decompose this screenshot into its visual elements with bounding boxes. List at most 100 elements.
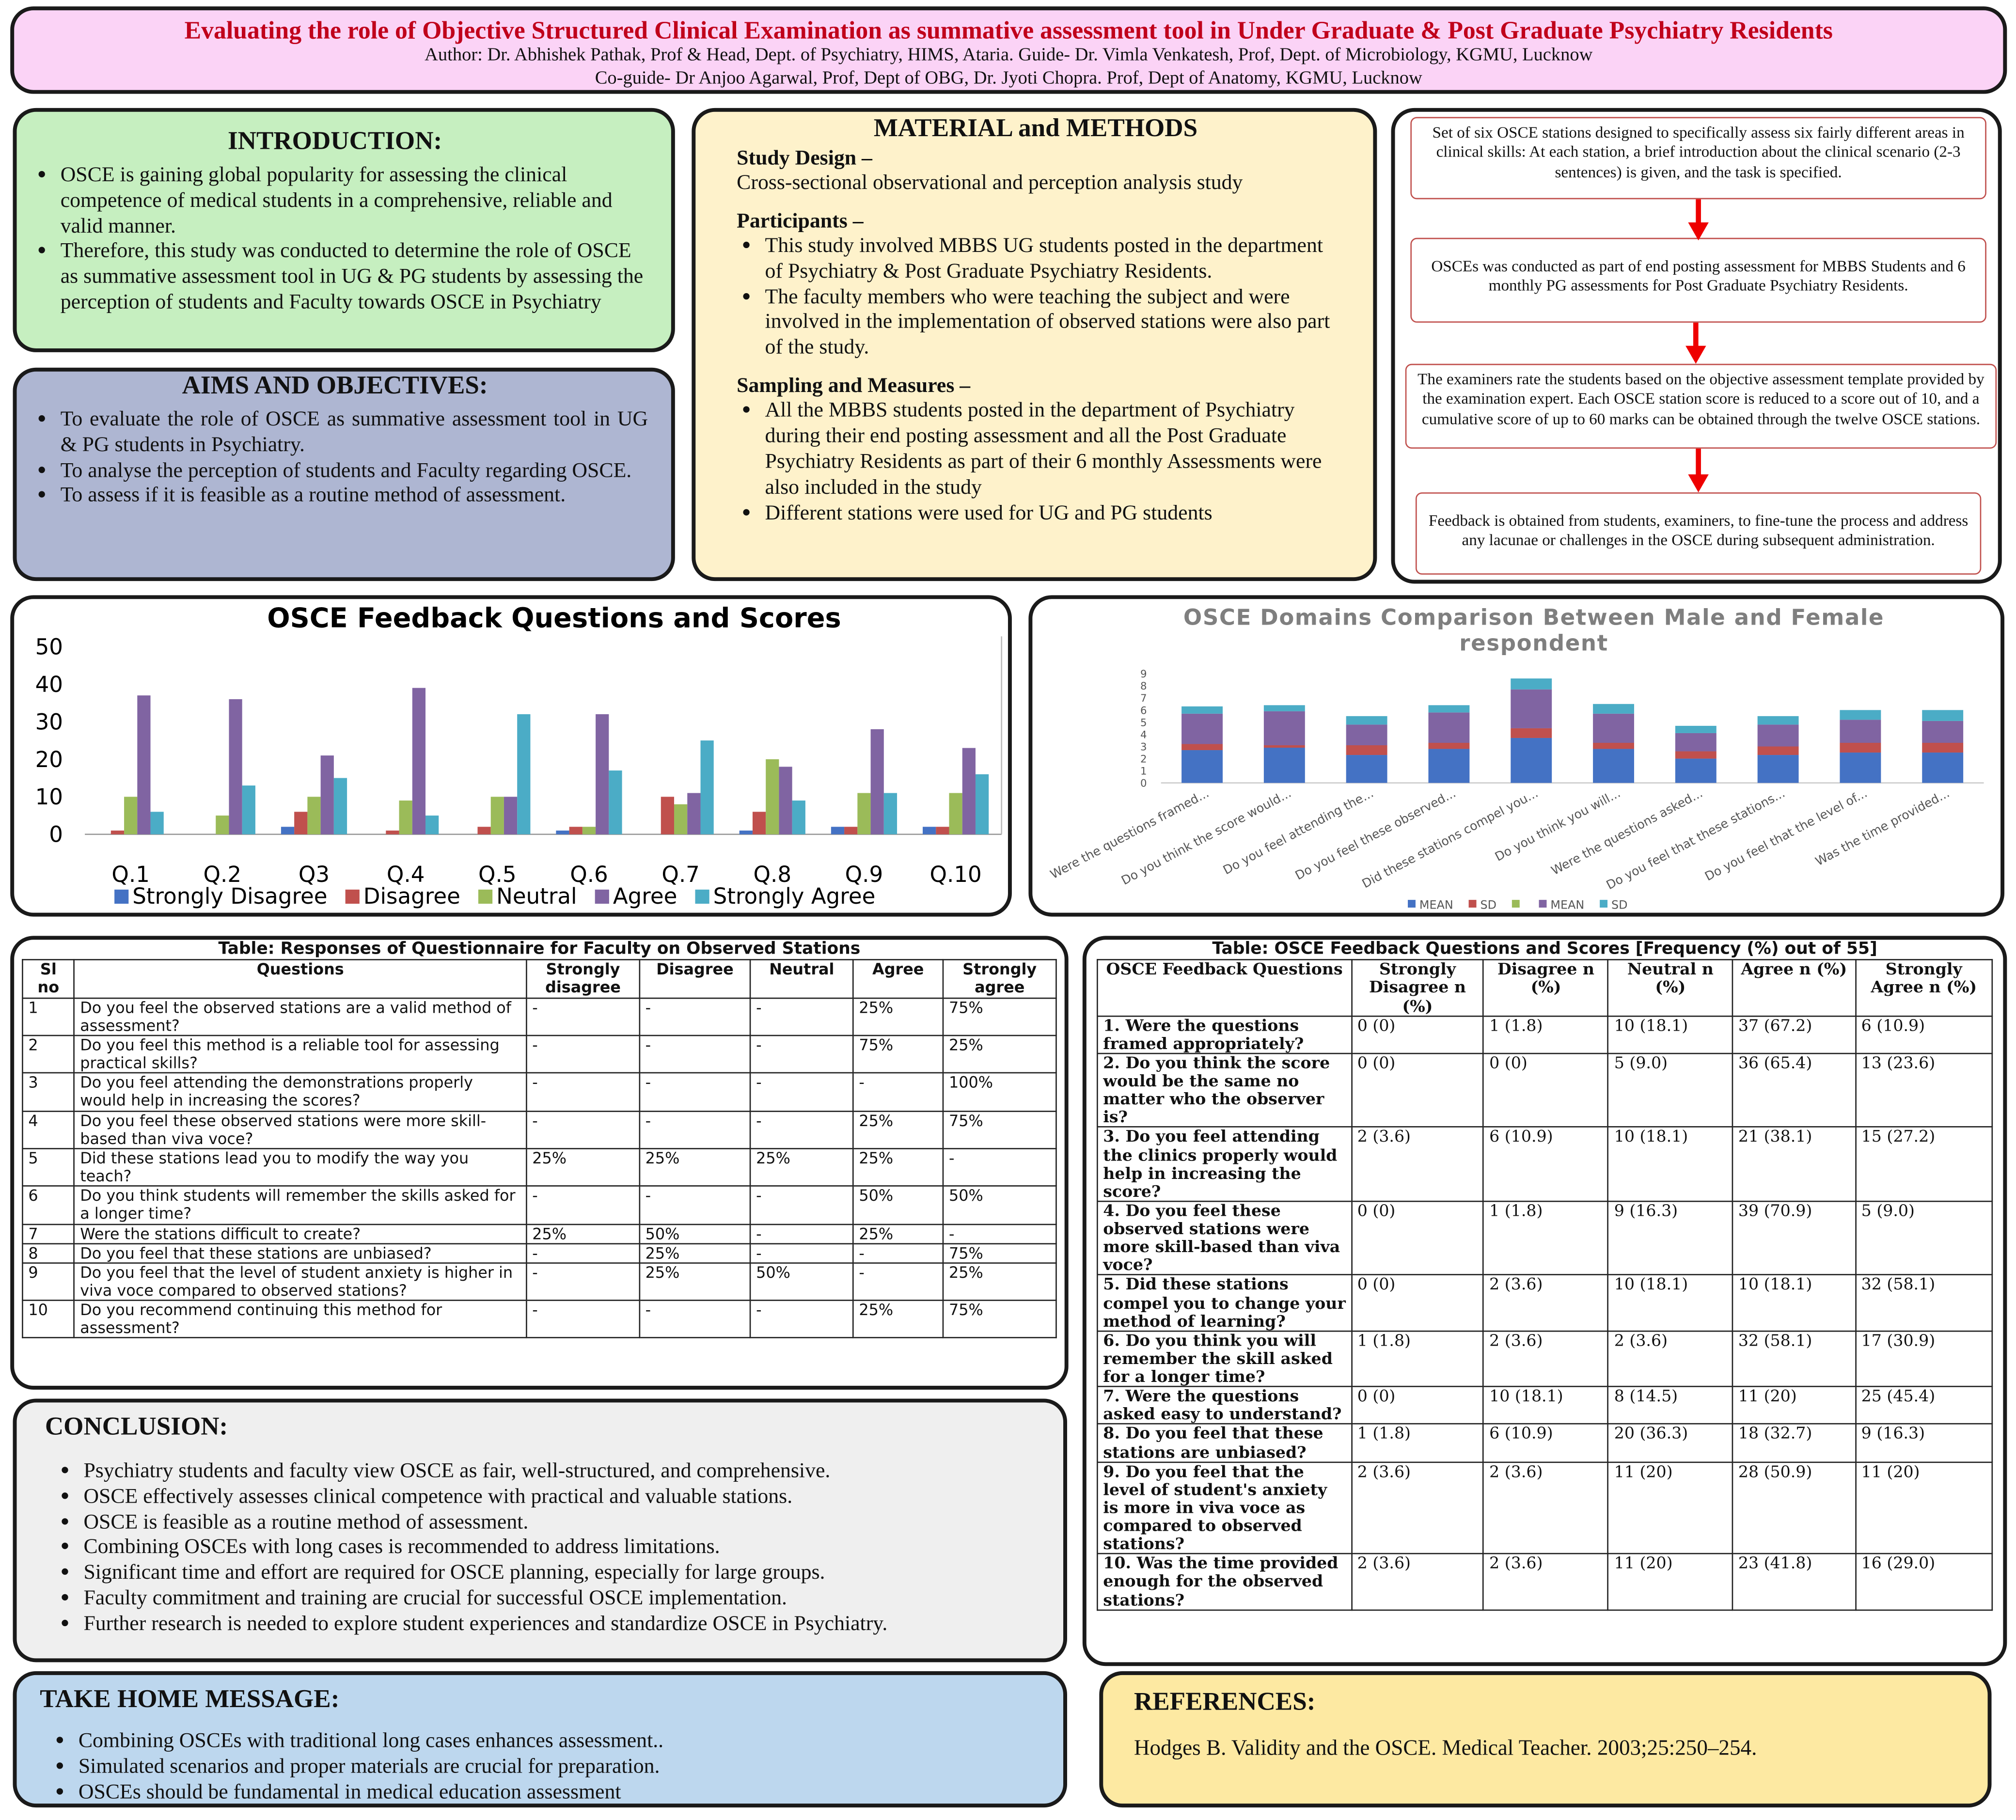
bullet-list: This study involved MBBS UG students pos… xyxy=(737,233,1335,360)
bar xyxy=(883,793,898,834)
table-row: 10. Was the time provided enough for the… xyxy=(1097,1553,1993,1611)
header-cell: Agree xyxy=(852,959,944,999)
legend-swatch xyxy=(1512,900,1520,908)
author: Author: Dr. Abhishek Pathak, Prof & Head… xyxy=(425,46,1593,66)
table-cell: 2 xyxy=(22,1035,75,1074)
table-cell: - xyxy=(749,1223,854,1244)
table-cell: 2 (3.6) xyxy=(1607,1330,1733,1388)
list-item: All the MBBS students posted in the depa… xyxy=(765,398,1335,500)
table-row: 1 Do you feel the observed stations are a… xyxy=(22,997,1057,1036)
table-cell: 25% xyxy=(639,1242,751,1264)
table-row: 3. Do you feel attending the clinics pro… xyxy=(1097,1127,1993,1202)
list-item: To evaluate the role of OSCE as summativ… xyxy=(61,406,648,457)
table-row: 8 Do you feel that these stations are unb… xyxy=(22,1242,1057,1264)
bar xyxy=(110,831,125,834)
table-cell: Do you feel attending the demonstrations… xyxy=(73,1072,527,1112)
chart-title: OSCE Feedback Questions and Scores xyxy=(267,603,841,634)
list-item: Therefore, this study was conducted to d… xyxy=(61,238,648,315)
bar xyxy=(844,827,858,834)
table-row: 8. Do you feel that these stations are u… xyxy=(1097,1424,1993,1463)
table: OSCE Feedback Questions Strongly Disagree… xyxy=(1097,959,1993,1611)
legend-swatch xyxy=(1468,900,1477,908)
table-cell: 0 (0) xyxy=(1351,1274,1484,1332)
header-cell: OSCE Feedback Questions xyxy=(1097,959,1353,1017)
header-cell: Neutral n (%) xyxy=(1607,959,1733,1017)
bar-segment xyxy=(1181,706,1223,714)
bar-segment xyxy=(1346,745,1387,755)
table-cell: Do you feel these observed stations were… xyxy=(73,1110,527,1149)
y-tick-label: 0 xyxy=(1140,778,1147,790)
table-cell: - xyxy=(639,1185,751,1225)
table-cell: 28 (50.9) xyxy=(1732,1461,1857,1555)
table-cell: 75% xyxy=(942,997,1057,1036)
bar-segment xyxy=(1263,748,1305,783)
header-cell: Strongly agree xyxy=(942,959,1057,999)
x-tick-label: Q.5 xyxy=(478,862,517,887)
header-cell: Disagree n (%) xyxy=(1482,959,1609,1017)
list-item: OSCE is feasible as a routine method of … xyxy=(83,1509,1024,1535)
legend-label: MEAN xyxy=(1419,898,1453,912)
list-item: Psychiatry students and faculty view OSC… xyxy=(83,1458,1024,1484)
legend-label: Strongly Agree xyxy=(713,883,876,909)
bar-segment xyxy=(1263,711,1305,746)
list-item: This study involved MBBS UG students pos… xyxy=(765,233,1335,283)
table-cell: - xyxy=(749,1072,854,1112)
y-tick-label: 20 xyxy=(35,747,63,772)
bar xyxy=(504,797,518,834)
table-cell: 23 (41.8) xyxy=(1732,1553,1857,1611)
table-cell: 9 (16.3) xyxy=(1607,1200,1733,1276)
table-cell: 2 (3.6) xyxy=(1351,1461,1484,1555)
bar xyxy=(752,812,766,834)
table-cell: 25% xyxy=(525,1223,641,1244)
flowchart: Set of six OSCE stations designed to spe… xyxy=(1391,108,2002,584)
table-cell: - xyxy=(639,1110,751,1149)
table-cell: - xyxy=(942,1147,1057,1187)
x-tick-label: Q.10 xyxy=(929,862,981,887)
paragraph: Cross-sectional observational and percep… xyxy=(737,170,1243,194)
list-item: Further research is needed to explore st… xyxy=(83,1611,1024,1636)
arrow xyxy=(1685,199,1709,493)
table-cell: 50% xyxy=(942,1185,1057,1225)
table-cell: 25% xyxy=(852,997,944,1036)
table-cell: 32 (58.1) xyxy=(1732,1330,1857,1388)
table-cell: 25 (45.4) xyxy=(1855,1386,1993,1425)
table: Sl no Questions Strongly disagree Disagree N… xyxy=(22,959,1057,1339)
bar-segment xyxy=(1922,710,1964,721)
take-home: TAKE HOME MESSAGE: Combining OSCEs with … xyxy=(13,1671,1067,1808)
bar xyxy=(857,793,871,834)
y-tick-label: 4 xyxy=(1140,729,1147,741)
bar-segment xyxy=(1840,742,1881,753)
bar xyxy=(294,812,308,834)
table-cell: 0 (0) xyxy=(1351,1052,1484,1128)
table-cell: - xyxy=(749,1185,854,1225)
table-cell: 0 (0) xyxy=(1351,1200,1484,1276)
bar xyxy=(831,827,845,834)
legend-label: Agree xyxy=(613,883,677,909)
table-cell: 3. Do you feel attending the clinics pro… xyxy=(1097,1127,1353,1202)
table-row: 7 Were the stations difficult to create? 2… xyxy=(22,1223,1057,1244)
table-cell: - xyxy=(639,1300,751,1339)
bullet-list: All the MBBS students posted in the depa… xyxy=(737,398,1335,525)
bar xyxy=(307,797,321,834)
flow-arrows xyxy=(1685,199,1709,493)
table-cell: - xyxy=(639,997,751,1036)
bar-segment xyxy=(1511,728,1552,738)
table-cell: 11 (20) xyxy=(1607,1461,1733,1555)
table-cell: 8. Do you feel that these stations are u… xyxy=(1097,1424,1353,1463)
table-cell: - xyxy=(942,1223,1057,1244)
legend-label: SD xyxy=(1480,898,1496,912)
y-tick-label: 10 xyxy=(35,784,63,810)
table-cell: 21 (38.1) xyxy=(1732,1127,1857,1202)
table-cell: - xyxy=(525,1300,641,1339)
bar xyxy=(399,800,412,834)
feedback-table-panel: Table: OSCE Feedback Questions and Score… xyxy=(1082,936,2007,1666)
header-row: OSCE Feedback Questions Strongly Disagree… xyxy=(1097,959,1993,1017)
table-cell: 13 (23.6) xyxy=(1855,1052,1993,1128)
table-cell: 5 (9.0) xyxy=(1855,1200,1993,1276)
chart-panel: OSCE Domains Comparison Between Male and… xyxy=(1028,595,2005,917)
list-item: Different stations were used for UG and … xyxy=(765,500,1335,525)
table-cell: - xyxy=(852,1262,944,1302)
legend-swatch xyxy=(695,889,709,904)
table-row: 2. Do you think the score would be the s… xyxy=(1097,1052,1993,1128)
table-row: 9. Do you feel that the level of student… xyxy=(1097,1461,1993,1555)
